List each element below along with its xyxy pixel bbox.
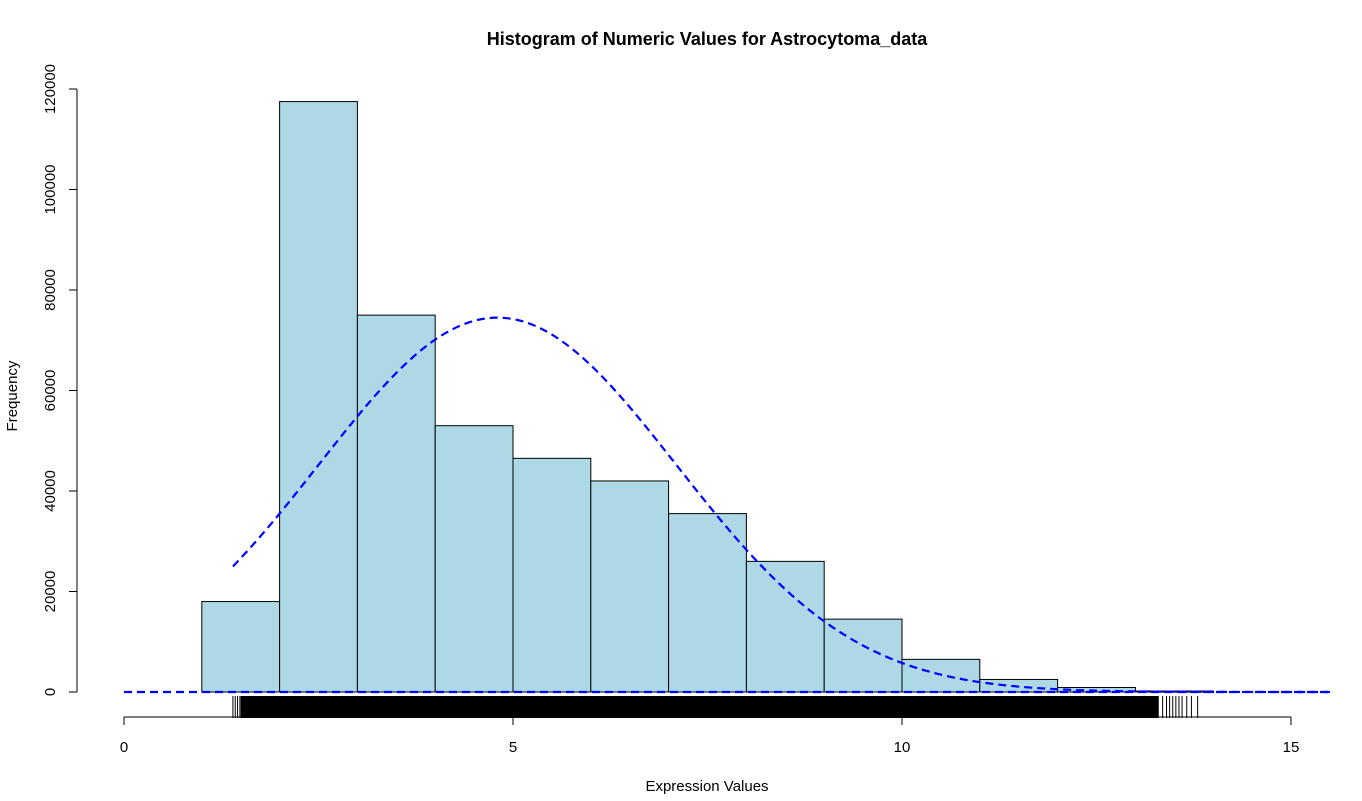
rug-marks [232, 696, 1199, 718]
normal-density-curve [232, 316, 1330, 694]
histogram-bar-1 [201, 601, 281, 693]
rug-dense-band [240, 696, 1159, 718]
histogram-bar-2 [279, 101, 358, 693]
x-tick-label-5: 5 [509, 739, 517, 756]
histogram-bar-9 [823, 618, 903, 693]
x-tick-label-15: 15 [1283, 739, 1300, 756]
histogram-bar-6 [590, 480, 670, 693]
y-tick-label-40000: 40000 [42, 470, 59, 512]
y-tick-label-100000: 100000 [42, 164, 59, 214]
x-axis: 0 5 10 15 [120, 716, 1300, 756]
normal-curve-layer [124, 316, 1330, 694]
histogram-bar-5 [512, 457, 592, 693]
y-tick-label-80000: 80000 [42, 269, 59, 311]
histogram-bar-4 [434, 425, 514, 693]
y-tick-label-20000: 20000 [42, 571, 59, 613]
histogram-bar-7 [668, 513, 747, 693]
histogram-bars [201, 101, 1214, 693]
histogram-bar-8 [745, 560, 825, 693]
y-axis-label: Frequency [4, 360, 21, 431]
histogram-bar-3 [356, 314, 436, 693]
chart-title: Histogram of Numeric Values for Astrocyt… [487, 29, 928, 49]
y-tick-label-0: 0 [42, 688, 59, 696]
y-tick-label-120000: 120000 [42, 64, 59, 114]
x-tick-label-10: 10 [894, 739, 911, 756]
x-axis-label: Expression Values [645, 778, 768, 795]
y-axis: 0 20000 40000 60000 80000 100000 120000 [42, 64, 78, 696]
y-tick-label-60000: 60000 [42, 370, 59, 412]
x-tick-label-0: 0 [120, 739, 128, 756]
